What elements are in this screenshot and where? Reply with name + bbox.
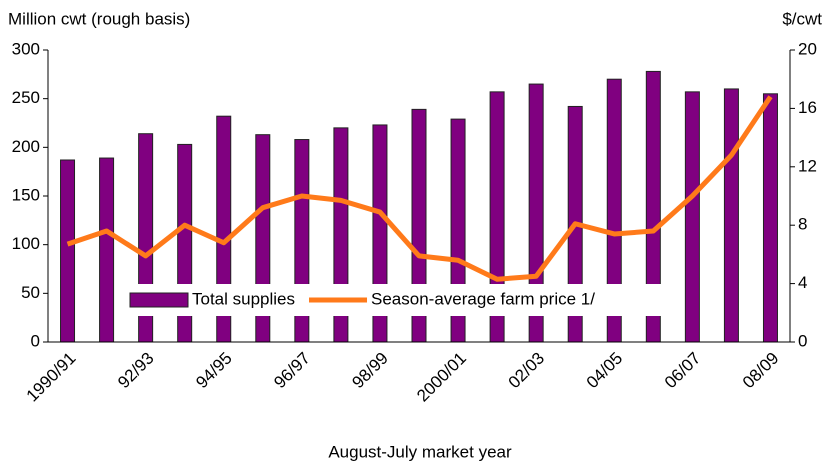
y2-tick-label: 4: [798, 273, 807, 292]
bar: [684, 91, 700, 343]
y2-tick-label: 16: [798, 98, 817, 117]
y-tick-label: 50: [21, 283, 40, 302]
legend-box: [122, 284, 682, 316]
y2-tick-label: 8: [798, 215, 807, 234]
y-tick-label: 250: [12, 88, 40, 107]
legend-label: Total supplies: [192, 289, 295, 308]
y-tick-label: 200: [12, 137, 40, 156]
x-tick-label: 02/03: [505, 349, 549, 393]
x-tick-label: 06/07: [661, 349, 705, 393]
bar: [723, 88, 739, 343]
x-tick-label: 98/99: [348, 349, 392, 393]
x-tick-label: 08/09: [739, 349, 783, 393]
x-tick-label: 92/93: [114, 349, 158, 393]
x-tick-label: 2000/01: [413, 349, 470, 406]
bar: [762, 93, 778, 343]
line: [66, 95, 773, 282]
y-tick-label: 300: [12, 39, 40, 58]
bar: [60, 159, 76, 343]
x-tick-label: 94/95: [192, 349, 236, 393]
y-tick-label: 100: [12, 234, 40, 253]
y2-tick-label: 0: [798, 331, 807, 350]
bar: [99, 157, 115, 343]
y2-axis-title: $/cwt: [782, 9, 822, 28]
x-tick-label: 04/05: [583, 349, 627, 393]
y2-tick-label: 20: [798, 39, 817, 58]
x-axis-title: August-July market year: [328, 442, 512, 461]
x-tick-label: 96/97: [270, 349, 314, 393]
legend-swatch: [129, 292, 189, 308]
x-tick-label: 1990/91: [23, 349, 80, 406]
y-axis-title: Million cwt (rough basis): [8, 9, 190, 28]
y-tick-label: 0: [31, 331, 40, 350]
y2-tick-label: 12: [798, 156, 817, 175]
y-tick-label: 150: [12, 185, 40, 204]
legend-label: Season-average farm price 1/: [371, 289, 595, 308]
